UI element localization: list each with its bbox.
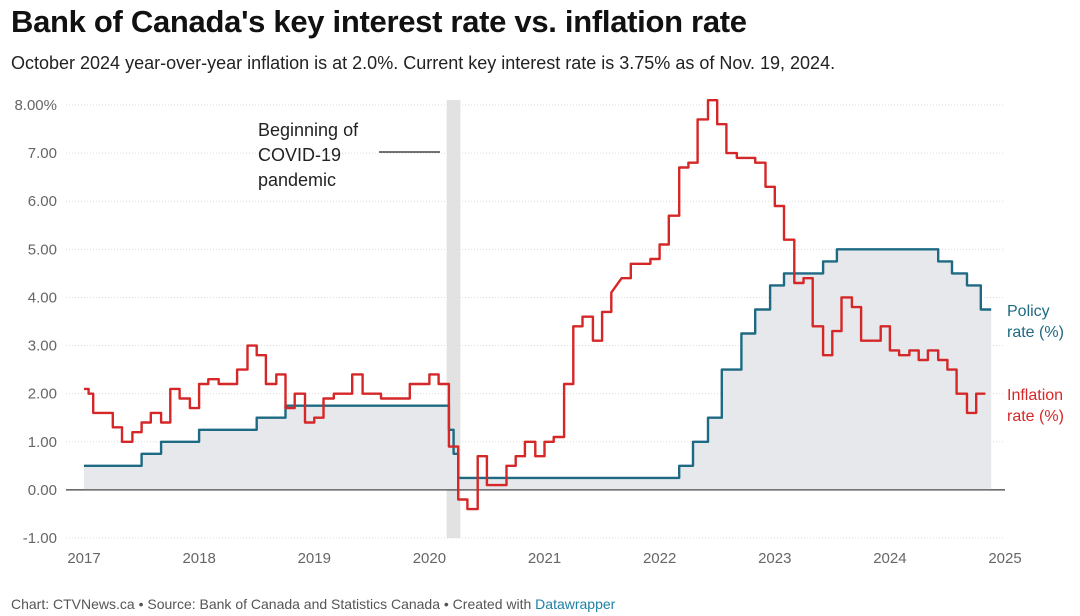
x-tick-label: 2023	[758, 550, 791, 567]
policy-rate-line	[84, 248, 992, 480]
covid-annotation-text: pandemic	[258, 170, 336, 190]
inflation-rate-line	[84, 99, 986, 511]
x-tick-label: 2024	[873, 550, 906, 567]
x-tick-label: 2019	[298, 550, 331, 567]
y-tick-label: 3.00	[28, 338, 57, 355]
y-tick-label: 0.00	[28, 482, 57, 499]
chart-footer: Chart: CTVNews.ca • Source: Bank of Cana…	[11, 596, 615, 612]
chart-subtitle: October 2024 year-over-year inflation is…	[11, 53, 836, 73]
policy-rate-area	[84, 249, 992, 490]
footer-source-text: Chart: CTVNews.ca • Source: Bank of Cana…	[11, 596, 536, 612]
x-tick-label: 2025	[988, 550, 1021, 567]
chart-title: Bank of Canada's key interest rate vs. i…	[11, 4, 747, 39]
covid-annotation-text: Beginning of	[258, 120, 359, 140]
x-tick-label: 2021	[528, 550, 561, 567]
x-tick-label: 2022	[643, 550, 676, 567]
y-tick-label: 5.00	[28, 241, 57, 258]
y-tick-label: 7.00	[28, 145, 57, 162]
x-tick-label: 2018	[182, 550, 215, 567]
y-tick-label: 4.00	[28, 289, 57, 306]
y-tick-label: 1.00	[28, 434, 57, 451]
y-tick-label: -1.00	[23, 530, 57, 547]
inflation-rate-label: rate (%)	[1007, 408, 1064, 425]
policy-rate-label: Policy	[1007, 303, 1050, 320]
policy-rate-label: rate (%)	[1007, 324, 1064, 341]
inflation-rate-label: Inflation	[1007, 387, 1063, 404]
datawrapper-link[interactable]: Datawrapper	[535, 596, 616, 612]
y-tick-label: 8.00%	[14, 97, 57, 114]
y-tick-label: 6.00	[28, 193, 57, 210]
x-tick-label: 2020	[413, 550, 446, 567]
covid-annotation-text: COVID-19	[258, 145, 341, 165]
x-tick-label: 2017	[67, 550, 100, 567]
line-chart: -1.00 0.00 1.00 2.00 3.00 4.00 5.00 6.00 7.00 8.0…	[14, 97, 1064, 567]
y-tick-label: 2.00	[28, 386, 57, 403]
